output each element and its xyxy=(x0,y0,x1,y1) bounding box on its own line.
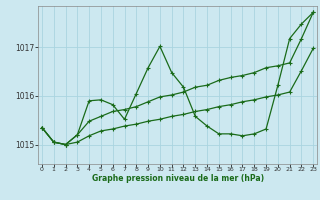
X-axis label: Graphe pression niveau de la mer (hPa): Graphe pression niveau de la mer (hPa) xyxy=(92,174,264,183)
